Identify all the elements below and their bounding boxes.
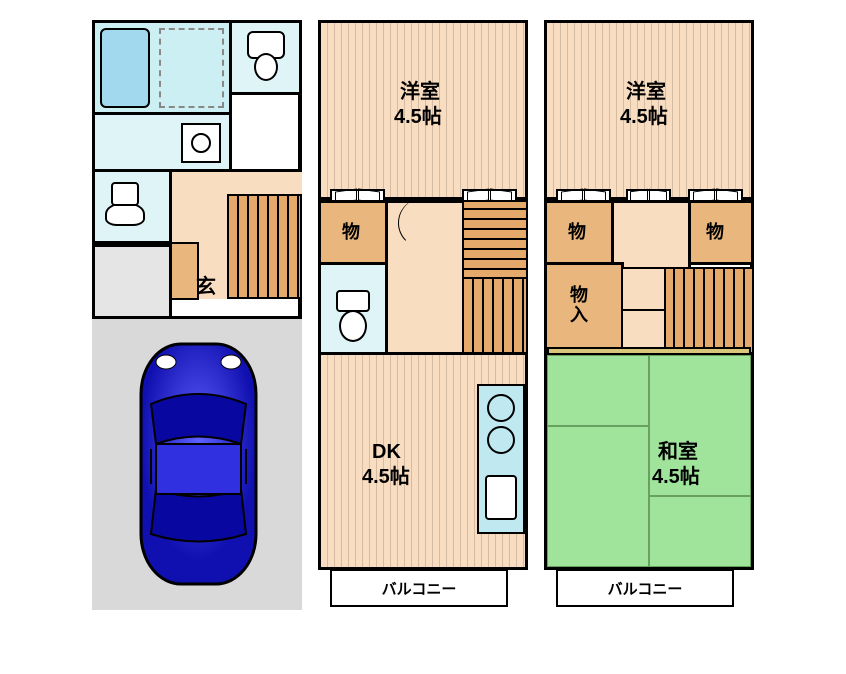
floorplan-container: 玄 洋室 4.5帖 bbox=[0, 20, 846, 654]
dk-name: DK bbox=[372, 439, 401, 465]
car-icon bbox=[126, 334, 271, 594]
western-room-2f-name: 洋室 bbox=[400, 79, 440, 105]
genkan-label: 玄 bbox=[196, 274, 216, 300]
shower-area bbox=[159, 28, 224, 108]
washroom bbox=[92, 112, 232, 172]
wc-1f bbox=[92, 169, 172, 244]
toilet-1f-area bbox=[229, 20, 302, 95]
door-arc-2f bbox=[398, 198, 448, 248]
storage-3f-right-label: 物 bbox=[706, 221, 724, 244]
floor-3-wrap: 洋室 4.5帖 物 物 物入 bbox=[544, 20, 754, 650]
western-room-3f-name: 洋室 bbox=[626, 79, 666, 105]
floor-1: 玄 bbox=[92, 20, 302, 610]
floor-3: 洋室 4.5帖 物 物 物入 bbox=[544, 20, 754, 570]
japanese-room-name: 和室 bbox=[658, 439, 698, 465]
floor-2: 洋室 4.5帖 物 bbox=[318, 20, 528, 570]
storage-3f-left-label: 物 bbox=[568, 221, 586, 244]
monoire-label: 物入 bbox=[570, 286, 588, 326]
sink bbox=[181, 123, 221, 163]
balcony-2f: バルコニー bbox=[330, 569, 508, 607]
hallway-2f bbox=[385, 200, 465, 355]
bathtub bbox=[100, 28, 150, 108]
balcony-3f-label: バルコニー bbox=[608, 578, 683, 599]
stairs-1f bbox=[227, 194, 302, 299]
bathroom-area bbox=[92, 20, 232, 115]
kitchen-unit bbox=[477, 384, 525, 534]
stairs-2f-lower bbox=[462, 277, 528, 355]
japanese-room-size: 4.5帖 bbox=[652, 464, 700, 490]
stairs-2f-upper bbox=[462, 200, 528, 280]
floor-2-wrap: 洋室 4.5帖 物 bbox=[318, 20, 528, 650]
western-room-3f-size: 4.5帖 bbox=[620, 104, 668, 130]
hallway-3f bbox=[611, 200, 691, 270]
dk-size: 4.5帖 bbox=[362, 464, 410, 490]
storage-1f bbox=[169, 242, 199, 300]
stair-landing-3f bbox=[621, 267, 666, 355]
balcony-3f: バルコニー bbox=[556, 569, 734, 607]
toilet-2f bbox=[318, 262, 388, 355]
stairs-3f bbox=[663, 267, 754, 355]
western-room-2f-size: 4.5帖 bbox=[394, 104, 442, 130]
storage-2f-label: 物 bbox=[342, 221, 360, 244]
genkan bbox=[92, 244, 172, 319]
balcony-2f-label: バルコニー bbox=[382, 578, 457, 599]
japanese-room bbox=[544, 352, 754, 570]
